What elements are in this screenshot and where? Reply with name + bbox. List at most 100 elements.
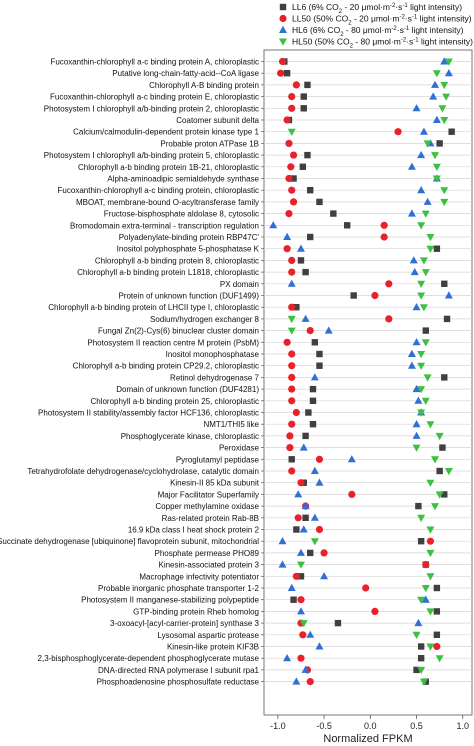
data-point-square	[302, 514, 309, 521]
data-point-triangle-down	[412, 631, 421, 639]
category-label: Ras-related protein Rab-8B	[162, 514, 259, 523]
legend-marker	[279, 14, 287, 23]
data-point-square	[350, 292, 357, 299]
category-label: Sodium/hydrogen exchanger 8	[150, 315, 260, 324]
data-point-triangle-down	[432, 163, 441, 171]
category-label: Photosystem II reaction centre M protein…	[87, 338, 259, 347]
data-point-square	[433, 584, 441, 592]
data-point-triangle-down	[431, 456, 440, 464]
data-point-triangle-up	[414, 618, 423, 627]
data-point-square	[316, 362, 323, 369]
data-point-circle	[288, 303, 296, 311]
data-point-circle	[288, 385, 296, 393]
x-axis: Normalized FPKM -1.0 -0.5 0.0 0.5 1.0	[270, 715, 469, 745]
data-point-triangle-down	[421, 339, 430, 347]
data-point-triangle-down	[432, 175, 441, 183]
data-point-circle	[288, 467, 296, 475]
data-point-triangle-up	[301, 501, 310, 510]
category-label: Inositol polyphosphate 5-phosphatase K	[117, 245, 260, 254]
data-point-square	[304, 151, 311, 159]
category-label: Kinesin-associated protein 3	[158, 561, 259, 570]
category-label: Kinesin-like protein KIF3B	[167, 643, 259, 652]
legend-marker	[279, 38, 287, 46]
data-point-triangle-down	[440, 198, 449, 207]
data-point-square	[297, 257, 305, 264]
data-point-square	[290, 596, 297, 603]
data-point-circle	[292, 572, 300, 580]
data-point-triangle-up	[301, 314, 310, 322]
category-label: DNA-directed RNA polymerase I subunit rp…	[98, 666, 260, 675]
data-point-triangle-down	[442, 93, 451, 101]
data-point-triangle-down	[426, 526, 435, 534]
data-point-triangle-up	[409, 256, 418, 264]
data-point-circle	[306, 678, 314, 686]
category-label: MBOAT, membrane-bound O-acyltransferase …	[76, 198, 259, 207]
data-point-triangle-down	[299, 620, 308, 628]
category-label: Phosphoadenosine phosphosulfate reductas…	[97, 678, 260, 687]
data-point-triangle-up	[315, 478, 324, 486]
data-point-square	[307, 233, 314, 241]
data-point-square	[417, 655, 425, 662]
data-point-circle	[285, 174, 293, 183]
data-point-square	[307, 549, 314, 557]
data-point-circle	[288, 350, 296, 358]
data-point-triangle-up	[412, 384, 421, 393]
data-point-square	[297, 573, 305, 580]
data-point-square	[436, 140, 443, 147]
data-point-triangle-down	[426, 573, 435, 581]
data-point-square	[300, 93, 307, 100]
data-point-triangle-up	[324, 326, 333, 334]
data-point-square	[311, 339, 319, 346]
data-point-square	[304, 81, 311, 89]
data-point-triangle-down	[426, 643, 435, 651]
category-label: Fructose-bisphosphate aldolase 8, cytoso…	[104, 210, 259, 219]
data-point-circle	[315, 525, 324, 534]
data-point-triangle-down	[435, 655, 444, 663]
data-point-triangle-down	[296, 561, 305, 569]
legend-entry: HL6 (6% CO2 - 80 μmol·m-2·s-1 light inte…	[292, 25, 464, 38]
plot-frame	[263, 49, 473, 716]
data-point-triangle-down	[421, 210, 430, 218]
data-point-triangle-down	[417, 362, 426, 370]
data-point-triangle-down	[423, 374, 432, 382]
data-point-circle	[433, 642, 441, 651]
data-point-circle	[371, 291, 379, 300]
legend-entry: LL6 (6% CO2 - 20 μmol·m-2·s-1 light inte…	[292, 2, 462, 15]
data-point-triangle-up	[299, 525, 308, 533]
data-point-square	[441, 280, 448, 287]
data-point-triangle-up	[444, 69, 453, 77]
data-point-circle	[288, 397, 296, 405]
data-point-circle	[278, 57, 287, 66]
data-point-triangle-up	[414, 396, 423, 404]
data-point-triangle-down	[412, 444, 421, 452]
data-point-triangle-down	[287, 315, 296, 324]
data-point-triangle-down	[421, 269, 430, 277]
data-point-triangle-down	[440, 117, 449, 125]
data-point-triangle-up	[419, 127, 428, 135]
data-point-square	[417, 538, 425, 545]
data-point-triangle-up	[417, 150, 426, 159]
data-point-triangle-up	[315, 642, 324, 650]
data-point-circle	[288, 362, 296, 370]
data-point-square	[305, 409, 312, 416]
data-point-triangle-down	[419, 257, 428, 265]
data-point-circle	[283, 245, 291, 253]
data-point-circle	[288, 256, 296, 264]
data-point-triangle-down	[440, 81, 449, 90]
data-point-circle	[283, 116, 291, 124]
legend: LL6 (6% CO2 - 20 μmol·m-2·s-1 light inte…	[279, 2, 473, 50]
data-point-circle	[380, 221, 388, 229]
category-label: 2,3-bisphosphoglycerate-dependent phosph…	[38, 654, 260, 663]
data-point-triangle-up	[412, 420, 421, 428]
data-point-square	[316, 350, 323, 358]
data-point-circle	[297, 654, 305, 662]
x-tick-label: 1.0	[456, 721, 469, 731]
data-point-circle	[294, 514, 302, 522]
data-point-circle	[285, 139, 293, 147]
category-label: Domain of unknown function (DUF4281)	[116, 385, 259, 394]
data-point-circle	[385, 280, 393, 288]
data-point-triangle-down	[426, 245, 435, 253]
data-point-triangle-up	[296, 244, 305, 252]
category-label: Retinol dehydrogenase 7	[170, 373, 260, 382]
data-point-circle	[286, 432, 294, 440]
